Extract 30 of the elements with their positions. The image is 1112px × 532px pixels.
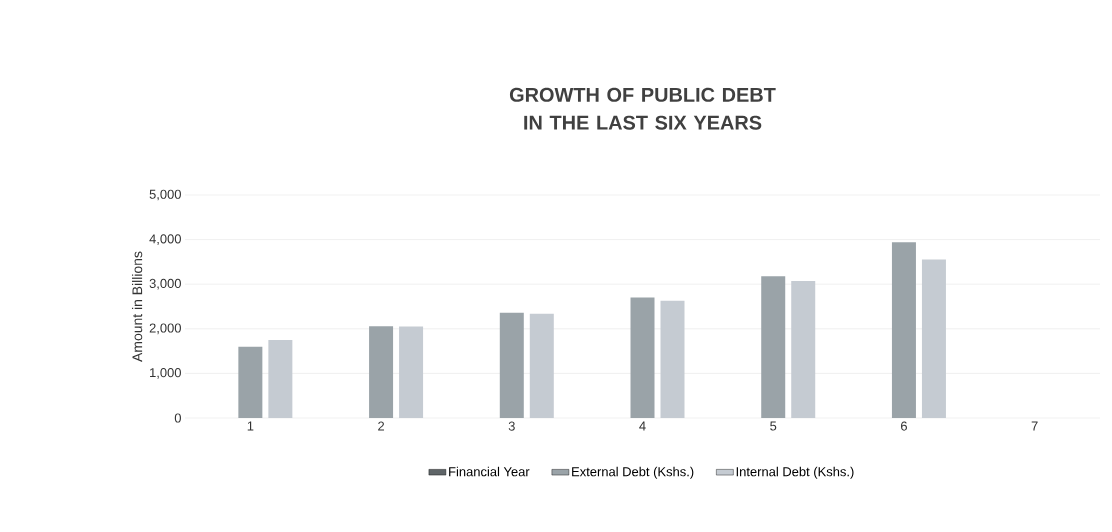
x-tick-label: 2: [378, 421, 385, 431]
bar: [529, 313, 554, 418]
bar: [660, 300, 685, 418]
bar: [499, 312, 524, 418]
chart-title: GROWTH OF PUBLIC DEBT IN THE LAST SIX YEARS: [509, 87, 776, 130]
x-tick-label: 3: [508, 421, 515, 431]
legend-label: Internal Debt (Kshs.): [736, 466, 854, 479]
bar: [921, 259, 946, 418]
y-tick-label: 4,000: [149, 234, 181, 245]
y-tick-label: 1,000: [150, 368, 181, 379]
bar: [791, 281, 816, 418]
bar: [238, 346, 263, 418]
bar: [369, 326, 394, 418]
y-tick-label: 0: [174, 413, 181, 423]
legend-label: Financial Year: [449, 466, 530, 477]
y-axis-title: Amount in Billions: [131, 251, 143, 362]
y-tick-label: 3,000: [149, 278, 181, 290]
x-tick-label: 6: [900, 421, 907, 431]
y-tick-label: 5,000: [149, 189, 181, 201]
bar: [891, 242, 916, 418]
x-tick-label: 4: [639, 421, 646, 431]
bar: [630, 297, 655, 418]
x-tick-label: 7: [1031, 421, 1038, 431]
legend-label: External Debt (Kshs.): [572, 466, 694, 479]
bar: [761, 276, 786, 418]
x-tick-label: 5: [770, 421, 777, 431]
x-tick-label: 1: [247, 421, 254, 431]
bar: [268, 339, 293, 418]
bar: [399, 326, 424, 418]
y-tick-label: 2,000: [149, 323, 181, 335]
